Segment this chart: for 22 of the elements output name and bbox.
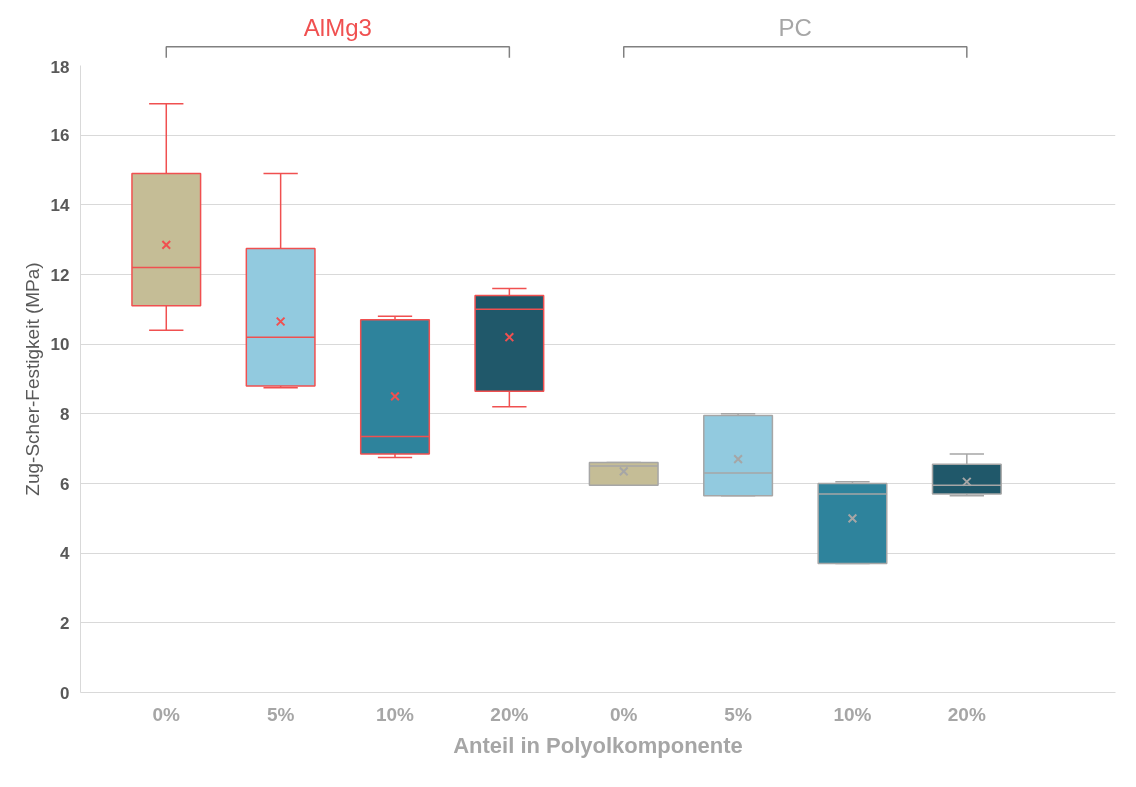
y-tick-label: 2 [60, 613, 70, 633]
y-tick-label: 14 [50, 195, 71, 215]
text: AlMg3 [303, 14, 372, 42]
y-tick-label: 0 [60, 683, 70, 703]
x-tick-label: 10% [833, 703, 872, 725]
y-tick-label: 6 [60, 474, 70, 494]
y-tick-label: 16 [50, 126, 70, 146]
x-tick-label: 10% [375, 703, 415, 725]
y-tick-label: 4 [60, 544, 71, 564]
x-tick-label: 0% [152, 703, 181, 725]
x-tick-label: 20% [947, 703, 986, 725]
y-tick-label: 8 [60, 404, 70, 424]
x-tick-label: 0% [610, 703, 638, 725]
y-axis-title: Zug-Scher-Festigkeit (MPa) [21, 262, 43, 496]
y-tick-label: 18 [50, 57, 70, 77]
text: PC [778, 14, 812, 42]
y-tick-label: 12 [50, 265, 70, 285]
x-tick-label: 20% [490, 703, 529, 725]
x-axis-title: Anteil in Polyolkomponente [453, 732, 743, 758]
y-tick-label: 10 [50, 335, 70, 355]
x-tick-label: 5% [266, 703, 295, 725]
x-tick-label: 5% [724, 703, 752, 725]
